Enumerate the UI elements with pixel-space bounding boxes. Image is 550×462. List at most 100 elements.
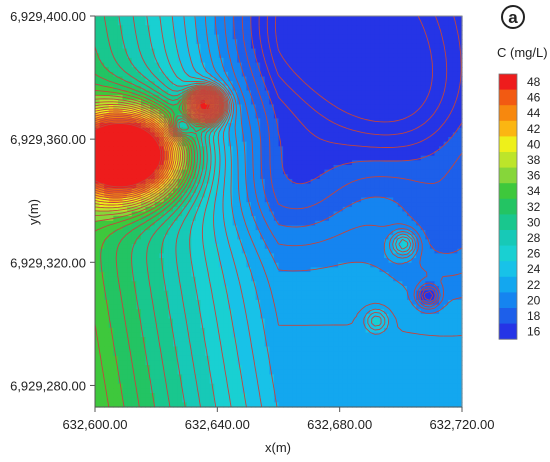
field-cell [448,192,454,199]
field-cell [287,20,293,26]
field-cell [228,81,234,87]
field-cell [439,230,445,236]
field-cell [136,25,142,31]
field-cell [168,155,174,161]
field-cell [200,48,206,54]
field-cell [99,299,105,306]
field-cell [108,90,114,96]
field-cell [154,150,160,157]
field-cell [154,48,160,54]
field-cell [241,127,247,133]
field-cell [131,95,137,101]
field-cell [131,244,137,250]
field-cell [452,244,459,250]
field-cell [255,39,261,45]
field-cell [273,76,280,82]
field-cell [365,285,371,292]
field-cell [228,118,234,124]
field-cell [420,220,426,227]
field-cell [122,202,128,208]
field-cell [374,155,381,161]
field-cell [397,104,403,110]
field-cell [195,25,202,31]
field-cell [99,220,105,227]
field-cell [356,85,362,92]
field-cell [264,248,270,254]
field-cell [384,285,390,292]
field-cell [328,174,335,180]
field-cell [214,48,220,54]
field-cell [154,281,160,287]
field-cell [301,253,307,259]
field-cell [104,16,110,22]
field-cell [172,197,179,203]
field-cell [195,211,202,217]
field-cell [200,285,206,292]
field-cell [439,48,445,54]
field-cell [287,99,293,106]
field-cell [439,53,445,59]
field-cell [205,272,211,278]
field-cell [283,174,289,180]
field-cell [370,197,376,203]
field-cell [292,71,298,78]
field-cell [237,71,243,78]
field-cell [255,132,261,138]
field-cell [374,272,381,278]
field-cell [306,202,312,208]
field-cell [191,220,197,227]
field-cell [246,90,252,96]
field-cell [99,67,105,73]
field-cell [347,113,353,119]
field-cell [246,164,252,171]
field-cell [333,95,339,101]
field-cell [402,202,408,208]
field-cell [237,141,243,147]
field-cell [365,127,371,133]
field-cell [384,67,390,73]
field-cell [228,104,234,110]
field-cell [388,34,394,40]
field-cell [131,62,137,68]
field-cell [384,146,390,152]
field-cell [246,258,252,264]
field-cell [250,127,257,133]
field-cell [131,304,137,310]
field-cell [159,34,165,40]
field-cell [140,290,147,296]
field-cell [200,169,206,175]
field-cell [370,43,376,50]
field-cell [269,150,275,157]
field-cell [411,20,417,26]
field-cell [122,248,128,254]
field-cell [122,53,128,59]
field-cell [205,258,211,264]
field-cell [269,188,275,194]
field-cell [182,299,188,306]
field-cell [393,48,399,54]
field-cell [209,272,215,278]
field-cell [150,132,156,138]
field-cell [457,71,463,78]
field-cell [351,230,358,236]
field-cell [136,258,142,264]
field-cell [127,39,133,45]
field-cell [136,174,142,180]
field-cell [402,123,408,129]
field-cell [310,155,316,161]
field-cell [448,104,454,110]
field-cell [292,43,298,50]
field-cell [379,39,385,45]
field-cell [416,99,422,106]
field-cell [283,25,289,31]
field-cell [264,90,270,96]
field-cell [328,90,335,96]
field-cell [452,281,459,287]
field-cell [370,225,376,231]
field-cell [122,234,128,241]
field-cell [351,216,358,222]
field-cell [95,29,101,36]
field-cell [457,239,463,245]
field-cell [439,234,445,241]
field-cell [191,71,197,78]
